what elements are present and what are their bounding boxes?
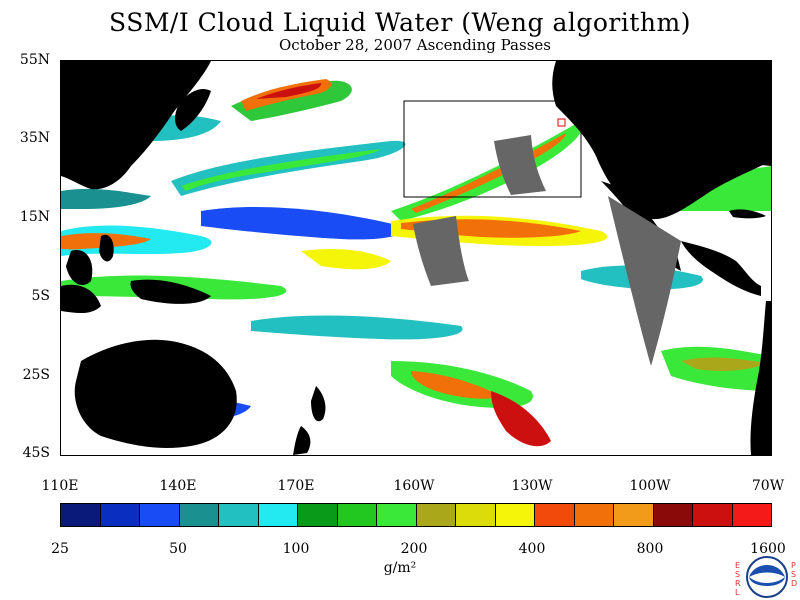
cloud-water-map xyxy=(61,61,771,455)
noaa-logo-text: NOAA xyxy=(758,575,776,582)
colorbar-label-400: 400 xyxy=(518,541,546,557)
lat-label-35n: 35N xyxy=(19,130,50,146)
lat-label-25s: 25S xyxy=(22,367,50,383)
colorbar-swatch xyxy=(258,504,298,526)
missing-data-swaths xyxy=(413,135,681,366)
colorbar-label-100: 100 xyxy=(282,541,310,557)
cloud-patches xyxy=(61,79,771,447)
region-outline xyxy=(403,100,582,198)
colorbar-swatch xyxy=(653,504,693,526)
colorbar-swatch xyxy=(416,504,456,526)
lon-label-110e: 110E xyxy=(41,478,79,494)
colorbar-label-25: 25 xyxy=(51,541,69,557)
noaa-emblem-icon: NOAA xyxy=(746,556,788,598)
colorbar-swatch xyxy=(535,504,575,526)
lat-label-55n: 55N xyxy=(19,52,50,68)
lon-label-70w: 70W xyxy=(751,478,785,494)
colorbar-swatch xyxy=(219,504,259,526)
color-scale-bar xyxy=(60,503,772,527)
lon-label-130w: 130W xyxy=(511,478,553,494)
colorbar-swatch xyxy=(61,504,101,526)
colorbar-label-50: 50 xyxy=(169,541,187,557)
map-panel xyxy=(60,60,772,456)
colorbar-swatch xyxy=(337,504,377,526)
colorbar-label-200: 200 xyxy=(400,541,428,557)
map-subtitle: October 28, 2007 Ascending Passes xyxy=(279,36,551,54)
land-masses xyxy=(61,61,771,455)
colorbar-swatch xyxy=(495,504,535,526)
lat-label-15n: 15N xyxy=(19,209,50,225)
colorbar-swatch xyxy=(100,504,140,526)
colorbar-swatch xyxy=(574,504,614,526)
colorbar-swatch xyxy=(179,504,219,526)
lon-label-170e: 170E xyxy=(277,478,315,494)
units-label: g/m² xyxy=(383,560,417,576)
marker-box xyxy=(557,118,566,127)
lon-label-160w: 160W xyxy=(393,478,435,494)
colorbar-label-1600: 1600 xyxy=(750,541,786,557)
lat-label-5s: 5S xyxy=(31,288,51,304)
colorbar-swatch xyxy=(298,504,338,526)
colorbar-swatch xyxy=(377,504,417,526)
colorbar-swatch xyxy=(140,504,180,526)
colorbar-swatch xyxy=(693,504,733,526)
lon-label-140e: 140E xyxy=(159,478,197,494)
lat-label-45s: 45S xyxy=(22,445,50,461)
colorbar-label-800: 800 xyxy=(636,541,664,557)
lon-label-100w: 100W xyxy=(629,478,671,494)
colorbar-swatch xyxy=(456,504,496,526)
colorbar-swatch xyxy=(732,504,771,526)
colorbar-swatch xyxy=(614,504,654,526)
map-title: SSM/I Cloud Liquid Water (Weng algorithm… xyxy=(109,8,691,37)
